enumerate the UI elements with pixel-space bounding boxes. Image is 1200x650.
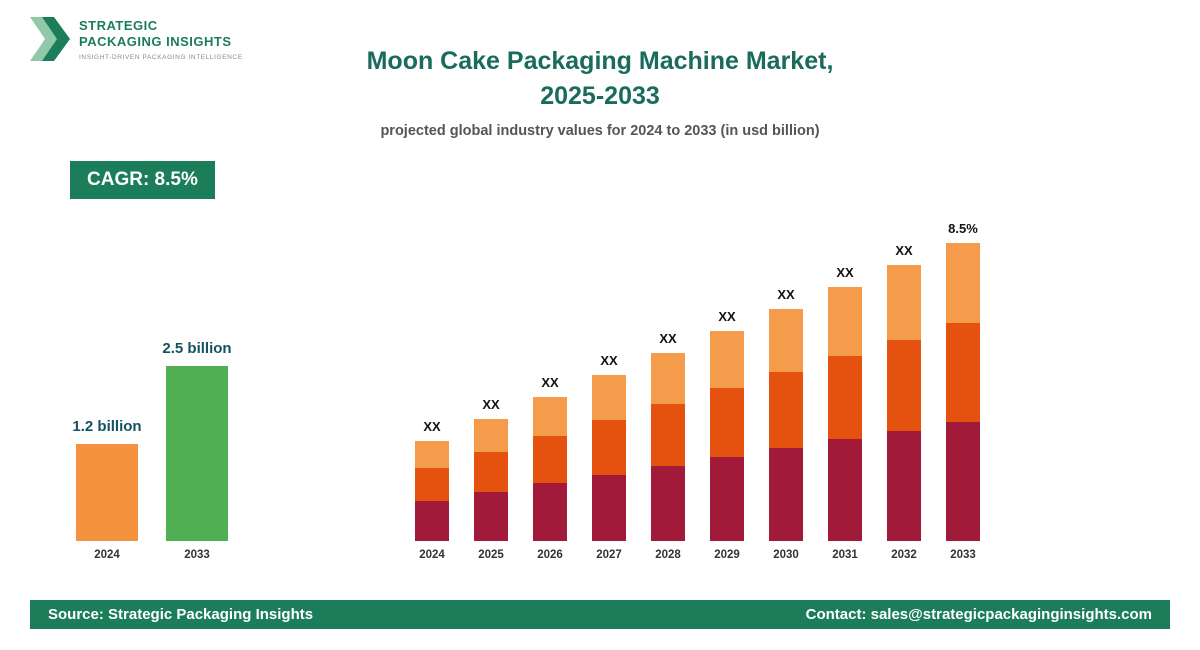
bar-segment-bottom [710,456,744,541]
bar-segment-middle [946,323,980,422]
bar-segment-middle [769,371,803,449]
logo-text: STRATEGIC PACKAGING INSIGHTS INSIGHT-DRI… [79,18,243,61]
bar-segment-middle [651,403,685,466]
bar-segment-bottom [946,421,980,541]
cagr-badge: CAGR: 8.5% [70,161,215,199]
bar-segment-top [415,441,449,468]
logo-tagline: INSIGHT-DRIVEN PACKAGING INTELLIGENCE [79,53,243,61]
bar-year-label: 2031 [832,549,858,561]
stacked-bar-column: XX 2027 [587,353,631,563]
bar-year-label: 2025 [478,549,504,561]
mini-bar-year-label: 2033 [184,549,210,561]
bar-year-label: 2032 [891,549,917,561]
stacked-bar [946,243,980,541]
bar-top-label: XX [836,265,854,280]
main-chart: XX 2024 XX 2025 XX 2026 XX 2027 XX 2028 XX 2029 XX 20… [410,221,985,563]
stacked-bar-column: XX 2026 [528,375,572,563]
footer-contact: Contact: sales@strategicpackaginginsight… [805,606,1152,623]
stacked-bar [651,353,685,541]
bar-year-label: 2026 [537,549,563,561]
bar-segment-middle [710,387,744,457]
bar-segment-top [828,287,862,356]
stacked-bar-column: XX 2032 [882,243,926,563]
stacked-bar [533,397,567,541]
bar-top-label: XX [482,397,500,412]
stacked-bar-column: XX 2030 [764,287,808,563]
bar-segment-middle [887,339,921,431]
bar-segment-bottom [415,501,449,541]
mini-bar-column: 1.2 billion 2024 [72,418,141,563]
bar-segment-middle [533,435,567,484]
bar-year-label: 2030 [773,549,799,561]
bar-segment-top [651,353,685,404]
bar-top-label: XX [895,243,913,258]
bar-segment-bottom [533,483,567,541]
footer-bar: Source: Strategic Packaging Insights Con… [30,600,1170,629]
mini-bar-column: 2.5 billion 2033 [162,340,231,563]
bar-year-label: 2028 [655,549,681,561]
bar-top-label: XX [541,375,559,390]
stacked-bar [828,287,862,541]
page-title-line1: Moon Cake Packaging Machine Market, [366,47,834,75]
bar-segment-middle [474,451,508,493]
stacked-bar [474,419,508,541]
mini-bar [166,366,228,541]
bar-segment-top [769,309,803,372]
bar-top-label: XX [659,331,677,346]
bar-year-label: 2027 [596,549,622,561]
stacked-bar [415,441,449,541]
stacked-bar [887,265,921,541]
bar-segment-bottom [592,474,626,541]
mini-chart: 1.2 billion 2024 2.5 billion 2033 [72,340,231,563]
page-subtitle: projected global industry values for 202… [380,123,820,139]
bar-top-label: 8.5% [948,221,978,236]
mini-bar-value-label: 2.5 billion [162,340,232,357]
logo: STRATEGIC PACKAGING INSIGHTS INSIGHT-DRI… [30,14,243,64]
stacked-bar [710,331,744,541]
bar-segment-top [946,243,980,324]
stacked-bar [769,309,803,541]
bar-segment-bottom [769,448,803,541]
bar-segment-bottom [887,430,921,541]
stacked-bar [592,375,626,541]
bar-segment-middle [415,468,449,501]
bar-segment-top [474,419,508,452]
logo-chevron-icon [30,17,70,61]
bar-top-label: XX [600,353,618,368]
bar-top-label: XX [423,419,441,434]
bar-top-label: XX [718,309,736,324]
bar-segment-top [710,331,744,388]
stacked-bar-column: XX 2025 [469,397,513,563]
bar-segment-middle [592,419,626,475]
logo-line2: PACKAGING INSIGHTS [79,33,232,49]
stacked-bar-column: XX 2029 [705,309,749,563]
bar-segment-top [887,265,921,340]
bar-top-label: XX [777,287,795,302]
bar-year-label: 2024 [419,549,445,561]
mini-bar [76,444,138,541]
stacked-bar-column: XX 2028 [646,331,690,563]
bar-year-label: 2033 [950,549,976,561]
mini-bar-value-label: 1.2 billion [72,418,142,435]
bar-segment-bottom [474,492,508,541]
bar-segment-top [592,375,626,420]
bar-segment-middle [828,355,862,440]
stacked-bar-column: XX 2031 [823,265,867,563]
bar-segment-bottom [651,465,685,541]
bar-segment-bottom [828,439,862,541]
stacked-bar-column: XX 2024 [410,419,454,563]
bar-year-label: 2029 [714,549,740,561]
bar-segment-top [533,397,567,436]
stacked-bar-column: 8.5% 2033 [941,221,985,563]
footer-source: Source: Strategic Packaging Insights [48,606,314,623]
mini-bar-year-label: 2024 [94,549,120,561]
page-title-line2: 2025-2033 [540,82,660,110]
title-block: Moon Cake Packaging Machine Market, 2025… [0,44,1200,139]
logo-line1: STRATEGIC [79,17,158,33]
